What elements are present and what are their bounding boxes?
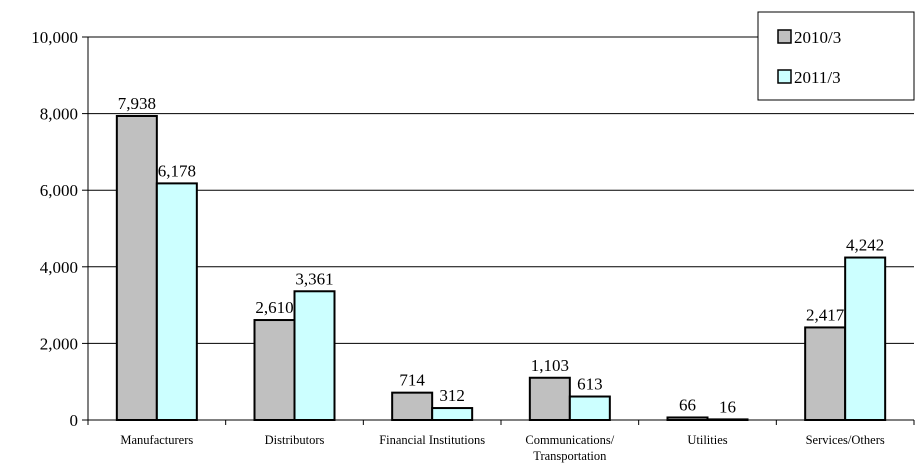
data-label: 714 <box>399 371 425 390</box>
data-label: 4,242 <box>846 236 884 255</box>
data-label: 2,417 <box>806 305 845 324</box>
legend-box <box>757 11 915 101</box>
x-tick-label: Manufacturers <box>120 433 193 447</box>
legend-label: 2011/3 <box>794 68 841 87</box>
bar <box>253 319 296 421</box>
bar <box>844 256 887 421</box>
x-tick-label: Distributors <box>265 433 325 447</box>
legend-swatch <box>777 69 792 84</box>
y-tick-label: 2,000 <box>40 334 78 353</box>
x-axis: Manufacturers Distributors Financial Insti… <box>87 419 915 463</box>
legend-label: 2010/3 <box>794 28 841 47</box>
bar <box>528 376 571 421</box>
bar <box>155 182 198 421</box>
data-label: 1,103 <box>531 356 569 375</box>
x-tick-label: Financial Institutions <box>379 433 485 447</box>
y-tick-label: 10,000 <box>31 28 78 47</box>
bar <box>804 326 847 421</box>
x-tick-label: Utilities <box>687 433 727 447</box>
data-label: 66 <box>679 395 696 414</box>
data-label: 16 <box>719 397 736 416</box>
y-tick-label: 8,000 <box>40 105 78 124</box>
data-label: 7,938 <box>118 94 156 113</box>
bar <box>431 407 474 422</box>
legend: 2010/3 2011/3 <box>757 11 915 101</box>
bar <box>391 391 434 422</box>
y-axis: 0 2,000 4,000 6,000 8,000 10,000 <box>31 28 89 430</box>
x-tick-label: Communications/ <box>525 433 614 447</box>
data-label: 2,610 <box>255 298 293 317</box>
x-tick-label: Services/Others <box>806 433 885 447</box>
y-tick-label: 4,000 <box>40 258 78 277</box>
bar <box>568 395 611 421</box>
y-tick-label: 6,000 <box>40 181 78 200</box>
x-tick-label: Transportation <box>533 449 607 463</box>
bar <box>293 290 336 422</box>
data-label: 312 <box>439 386 465 405</box>
y-tick-label: 0 <box>70 411 79 430</box>
data-label: 613 <box>577 375 603 394</box>
data-label: 3,361 <box>295 269 333 288</box>
legend-swatch <box>777 29 792 44</box>
bars <box>115 114 887 422</box>
bar <box>115 114 158 421</box>
data-label: 6,178 <box>158 161 196 180</box>
gridlines <box>88 36 914 344</box>
